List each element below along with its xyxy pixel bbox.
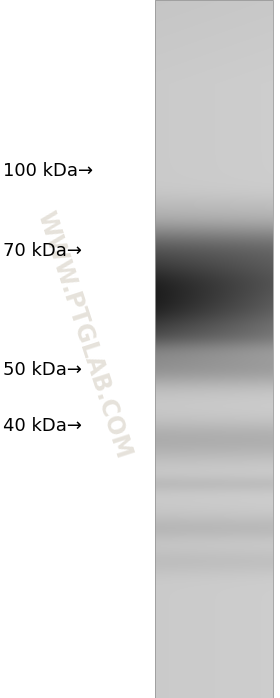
Text: 40 kDa→: 40 kDa→ xyxy=(3,417,82,435)
Text: WWW.PTGLAB.COM: WWW.PTGLAB.COM xyxy=(32,208,136,462)
Text: 100 kDa→: 100 kDa→ xyxy=(3,162,93,180)
Text: 70 kDa→: 70 kDa→ xyxy=(3,242,82,260)
Text: 50 kDa→: 50 kDa→ xyxy=(3,361,82,379)
Bar xyxy=(155,0,273,698)
